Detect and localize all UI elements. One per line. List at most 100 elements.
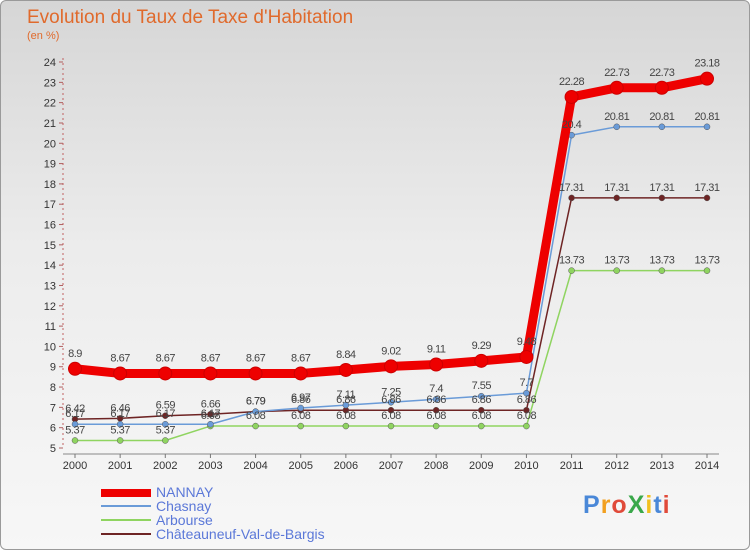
data-label-chasnay: 7.11 bbox=[337, 389, 356, 401]
legend-label-chateauneuf: Châteauneuf-Val-de-Bargis bbox=[156, 526, 325, 542]
y-tick-label: 6 bbox=[50, 423, 56, 435]
data-point-arbourse bbox=[297, 422, 304, 430]
y-tick-label: 18 bbox=[44, 179, 56, 191]
data-label-arbourse: 6.08 bbox=[291, 410, 311, 422]
data-label-chasnay: 6.17 bbox=[65, 408, 85, 420]
data-label-nannay: 23.18 bbox=[694, 58, 719, 70]
data-point-chasnay bbox=[207, 420, 214, 428]
data-label-chasnay: 20.81 bbox=[694, 111, 719, 123]
data-label-nannay: 22.73 bbox=[649, 67, 674, 79]
data-label-arbourse: 13.73 bbox=[604, 255, 629, 267]
legend-label-nannay: NANNAY bbox=[156, 484, 214, 500]
y-tick-label: 9 bbox=[50, 362, 56, 374]
data-point-arbourse bbox=[116, 437, 124, 444]
data-label-chasnay: 6.97 bbox=[291, 392, 311, 404]
x-tick-label: 2013 bbox=[650, 460, 674, 472]
y-tick-label: 14 bbox=[44, 260, 56, 272]
data-point-chasnay bbox=[297, 404, 304, 412]
x-tick-label: 2008 bbox=[424, 460, 448, 472]
data-label-ch-teauneuf-val-de-bargis: 6.42 bbox=[65, 403, 85, 415]
y-tick-label: 23 bbox=[44, 77, 56, 89]
data-label-arbourse: 5.37 bbox=[110, 424, 130, 436]
data-point-nannay bbox=[158, 366, 173, 381]
legend-swatch-arbourse bbox=[101, 519, 151, 521]
data-point-nannay bbox=[248, 366, 263, 381]
data-label-chasnay: 20.4 bbox=[562, 119, 582, 131]
legend-swatch-nannay bbox=[101, 489, 151, 497]
data-point-chasnay bbox=[162, 420, 169, 428]
data-point-nannay bbox=[68, 361, 82, 376]
data-label-nannay: 9.48 bbox=[517, 336, 537, 348]
proxiti-logo: ProXiti bbox=[583, 491, 671, 519]
data-point-chasnay bbox=[71, 420, 79, 428]
y-tick-label: 22 bbox=[44, 98, 56, 110]
y-tick-label: 5 bbox=[50, 443, 56, 455]
data-label-nannay: 8.67 bbox=[201, 352, 221, 364]
data-point-arbourse bbox=[342, 422, 350, 430]
data-label-ch-teauneuf-val-de-bargis: 6.86 bbox=[336, 394, 356, 406]
data-label-ch-teauneuf-val-de-bargis: 6.86 bbox=[426, 394, 446, 406]
data-point-nannay bbox=[203, 366, 218, 381]
data-label-arbourse: 6.08 bbox=[517, 410, 537, 422]
data-point-chasnay bbox=[523, 389, 530, 397]
data-label-nannay: 8.9 bbox=[68, 348, 82, 360]
data-point-chasnay bbox=[387, 399, 395, 406]
y-tick-label: 8 bbox=[50, 382, 56, 394]
data-label-nannay: 8.67 bbox=[156, 352, 176, 364]
y-tick-label: 21 bbox=[44, 118, 56, 130]
x-tick-label: 2012 bbox=[604, 460, 628, 472]
data-point-nannay bbox=[519, 349, 534, 364]
data-point-nannay bbox=[293, 366, 308, 381]
x-tick-label: 2004 bbox=[243, 460, 267, 472]
data-point-chasnay bbox=[703, 123, 711, 131]
data-label-chasnay: 7.7 bbox=[520, 377, 534, 389]
data-label-arbourse: 6.08 bbox=[381, 410, 401, 422]
data-label-nannay: 9.29 bbox=[472, 340, 492, 352]
data-label-nannay: 22.73 bbox=[604, 67, 629, 79]
data-label-arbourse: 6.08 bbox=[426, 410, 446, 422]
data-point-ch-teauneuf-val-de-bargis bbox=[658, 194, 666, 202]
y-tick-label: 10 bbox=[44, 341, 56, 353]
data-label-arbourse: 6.08 bbox=[246, 410, 266, 422]
data-label-ch-teauneuf-val-de-bargis: 17.31 bbox=[559, 182, 584, 194]
data-point-ch-teauneuf-val-de-bargis bbox=[568, 194, 575, 202]
data-point-arbourse bbox=[71, 437, 79, 444]
legend-label-arbourse: Arbourse bbox=[156, 512, 213, 528]
data-point-arbourse bbox=[523, 422, 530, 430]
data-label-arbourse: 6.08 bbox=[336, 410, 356, 422]
data-label-chasnay: 7.55 bbox=[472, 380, 492, 392]
y-tick-label: 7 bbox=[50, 402, 56, 414]
data-label-nannay: 22.28 bbox=[559, 76, 584, 88]
data-label-arbourse: 6.08 bbox=[472, 410, 492, 422]
data-point-nannay bbox=[384, 359, 398, 374]
data-label-ch-teauneuf-val-de-bargis: 6.46 bbox=[110, 402, 130, 414]
data-point-chasnay bbox=[116, 420, 124, 428]
data-point-ch-teauneuf-val-de-bargis bbox=[162, 412, 169, 419]
data-point-arbourse bbox=[252, 422, 259, 430]
data-label-ch-teauneuf-val-de-bargis: 17.31 bbox=[649, 182, 674, 194]
data-point-nannay bbox=[654, 80, 669, 95]
x-tick-label: 2010 bbox=[514, 460, 538, 472]
data-point-ch-teauneuf-val-de-bargis bbox=[432, 406, 440, 414]
x-tick-label: 2001 bbox=[108, 460, 132, 472]
x-tick-label: 2014 bbox=[695, 460, 719, 472]
x-tick-label: 2002 bbox=[153, 460, 177, 472]
y-tick-label: 20 bbox=[44, 138, 56, 150]
data-label-ch-teauneuf-val-de-bargis: 6.86 bbox=[381, 394, 401, 406]
y-tick-label: 11 bbox=[45, 321, 56, 333]
data-label-nannay: 8.67 bbox=[246, 352, 266, 364]
data-point-arbourse bbox=[658, 267, 666, 274]
data-point-nannay bbox=[429, 357, 444, 372]
data-point-arbourse bbox=[703, 267, 711, 274]
x-tick-label: 2009 bbox=[469, 460, 493, 472]
chart-title: Evolution du Taux de Taxe d'Habitation bbox=[27, 7, 354, 28]
data-label-chasnay: 20.81 bbox=[604, 111, 629, 123]
data-point-ch-teauneuf-val-de-bargis bbox=[613, 194, 620, 202]
data-label-ch-teauneuf-val-de-bargis: 6.59 bbox=[156, 400, 176, 412]
series-line-nannay bbox=[70, 74, 712, 378]
data-label-ch-teauneuf-val-de-bargis: 6.79 bbox=[246, 396, 266, 408]
data-point-arbourse bbox=[432, 422, 440, 430]
series-line-chasnay bbox=[74, 126, 708, 425]
data-point-ch-teauneuf-val-de-bargis bbox=[387, 406, 395, 414]
data-point-chasnay bbox=[613, 123, 620, 131]
